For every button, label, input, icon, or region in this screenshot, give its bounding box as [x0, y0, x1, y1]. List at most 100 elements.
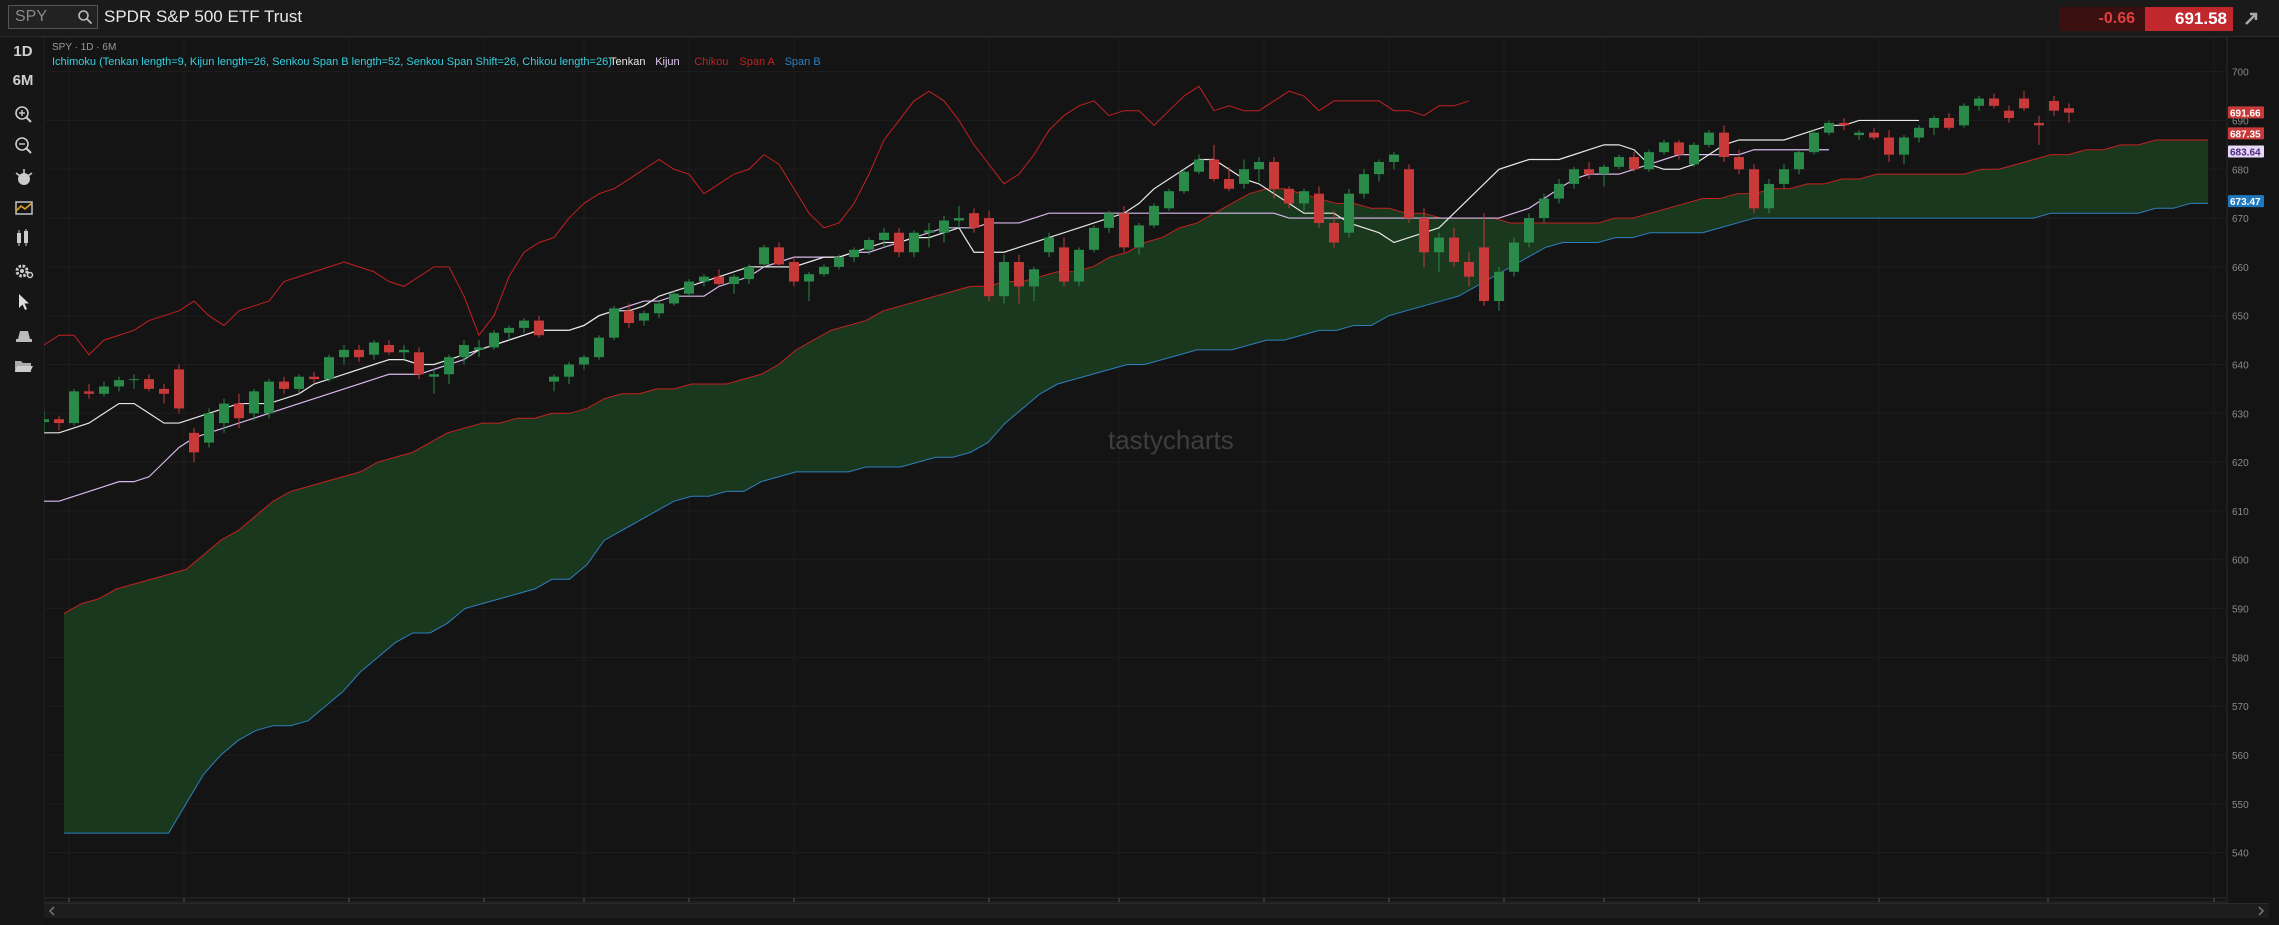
range-button[interactable]: 6M — [12, 72, 34, 89]
price-tick-label: 680 — [2232, 165, 2249, 176]
candle-body — [1359, 174, 1369, 194]
ichimoku-cloud — [63, 139, 2208, 834]
zoom-out-icon[interactable] — [14, 136, 34, 154]
candle-body — [1884, 137, 1894, 155]
candle-body — [1629, 157, 1639, 170]
candle-body — [1899, 137, 1909, 155]
candle-body — [504, 327, 514, 333]
candle-body — [1929, 118, 1939, 128]
chart-area[interactable]: tastycharts SPY · 1D · 6M Ichimoku (Tenk… — [44, 37, 2277, 925]
candle-body — [729, 276, 739, 284]
candle-body — [354, 349, 364, 358]
indicator-lines — [44, 85, 1919, 502]
candle-body — [309, 376, 319, 380]
candle-body — [1029, 269, 1039, 287]
candle-body — [1059, 247, 1069, 282]
price-tick-label: 590 — [2232, 605, 2249, 616]
candle-body — [1869, 132, 1879, 138]
legend-entry: Span B — [785, 56, 821, 68]
candle-body — [774, 247, 784, 265]
candle-body — [99, 386, 109, 394]
candle-body — [864, 240, 874, 250]
detach-icon[interactable] — [2240, 8, 2262, 30]
price-tag-label: 673.47 — [2230, 197, 2261, 208]
candle-body — [2049, 100, 2059, 111]
candle-body — [1269, 161, 1279, 189]
candle-body — [1494, 271, 1504, 302]
price-tick-label: 570 — [2232, 702, 2249, 713]
candle-body — [1209, 159, 1219, 180]
candle-body — [699, 276, 709, 282]
candle-body — [1554, 183, 1564, 199]
candle-body — [1164, 191, 1174, 209]
candle-body — [759, 247, 769, 265]
candle-body — [609, 308, 619, 338]
candle-body — [1689, 144, 1699, 165]
net-change-badge: -0.66 — [2059, 7, 2145, 31]
candle-body — [219, 403, 229, 424]
candle-body — [1854, 132, 1864, 136]
candle-body — [1584, 169, 1594, 175]
price-axis: 540 550 560 570 580 590 600 610 620 630 640 650 660 6… — [2232, 68, 2249, 860]
timeframe-button[interactable]: 1D — [13, 43, 33, 60]
layers-icon[interactable] — [14, 327, 34, 345]
candle-body — [384, 344, 394, 353]
candle-body — [414, 352, 424, 375]
scroll-right-icon[interactable] — [2257, 906, 2265, 916]
candle-body — [549, 376, 559, 382]
drawing-tools-icon[interactable] — [14, 169, 34, 187]
price-tick-label: 620 — [2232, 458, 2249, 469]
symbol-search-box[interactable] — [8, 5, 98, 29]
candle-body — [879, 232, 889, 241]
candle-body — [1659, 142, 1669, 153]
candle-body — [1104, 213, 1114, 228]
candle-body — [969, 213, 979, 228]
candle-body — [1644, 152, 1654, 170]
zoom-in-icon[interactable] — [14, 105, 34, 123]
symbol-input[interactable] — [15, 9, 75, 25]
candle-body — [519, 320, 529, 328]
folder-icon[interactable] — [14, 357, 34, 375]
studies-icon[interactable] — [14, 199, 34, 217]
candle-body — [339, 349, 349, 358]
settings-icon[interactable] — [14, 262, 34, 280]
candle-body — [1404, 169, 1414, 219]
watermark: tastycharts — [1108, 425, 1234, 455]
candle-body — [1329, 222, 1339, 243]
candle-body — [2004, 110, 2014, 119]
candle-body — [789, 262, 799, 282]
candle-body — [69, 391, 79, 424]
price-tick-label: 560 — [2232, 751, 2249, 762]
candle-body — [654, 303, 664, 314]
candle-body — [954, 218, 964, 221]
chart-type-icon[interactable] — [14, 229, 34, 247]
candle-body — [1824, 122, 1834, 133]
candle-body — [999, 262, 1009, 297]
study-symbol-line: SPY · 1D · 6M — [52, 42, 116, 53]
candle-body — [1944, 118, 1954, 128]
candle-body — [44, 419, 49, 423]
candle-body — [564, 364, 574, 377]
price-tag-bg — [2228, 127, 2264, 140]
candle-body — [579, 357, 589, 365]
cloud-fill — [64, 139, 2208, 834]
candle-body — [894, 232, 904, 253]
candle-body — [114, 380, 124, 387]
candle-body — [1809, 132, 1819, 153]
candle-body — [1299, 191, 1309, 204]
cursor-icon[interactable] — [14, 293, 34, 311]
candle-body — [84, 391, 94, 394]
chikou-line — [44, 85, 1470, 356]
candle-body — [924, 230, 934, 233]
candle-body — [189, 432, 199, 453]
candle-body — [1959, 105, 1969, 126]
left-toolbar: 1D 6M — [0, 37, 45, 925]
horizontal-scrollbar[interactable] — [44, 903, 2269, 918]
tenkan-line — [44, 119, 1919, 434]
search-icon[interactable] — [77, 9, 93, 25]
scroll-left-icon[interactable] — [48, 906, 56, 916]
price-tag-bg — [2228, 145, 2264, 158]
candle-body — [429, 374, 439, 377]
candle-body — [249, 391, 259, 414]
legend-entry: Chikou — [694, 56, 728, 68]
